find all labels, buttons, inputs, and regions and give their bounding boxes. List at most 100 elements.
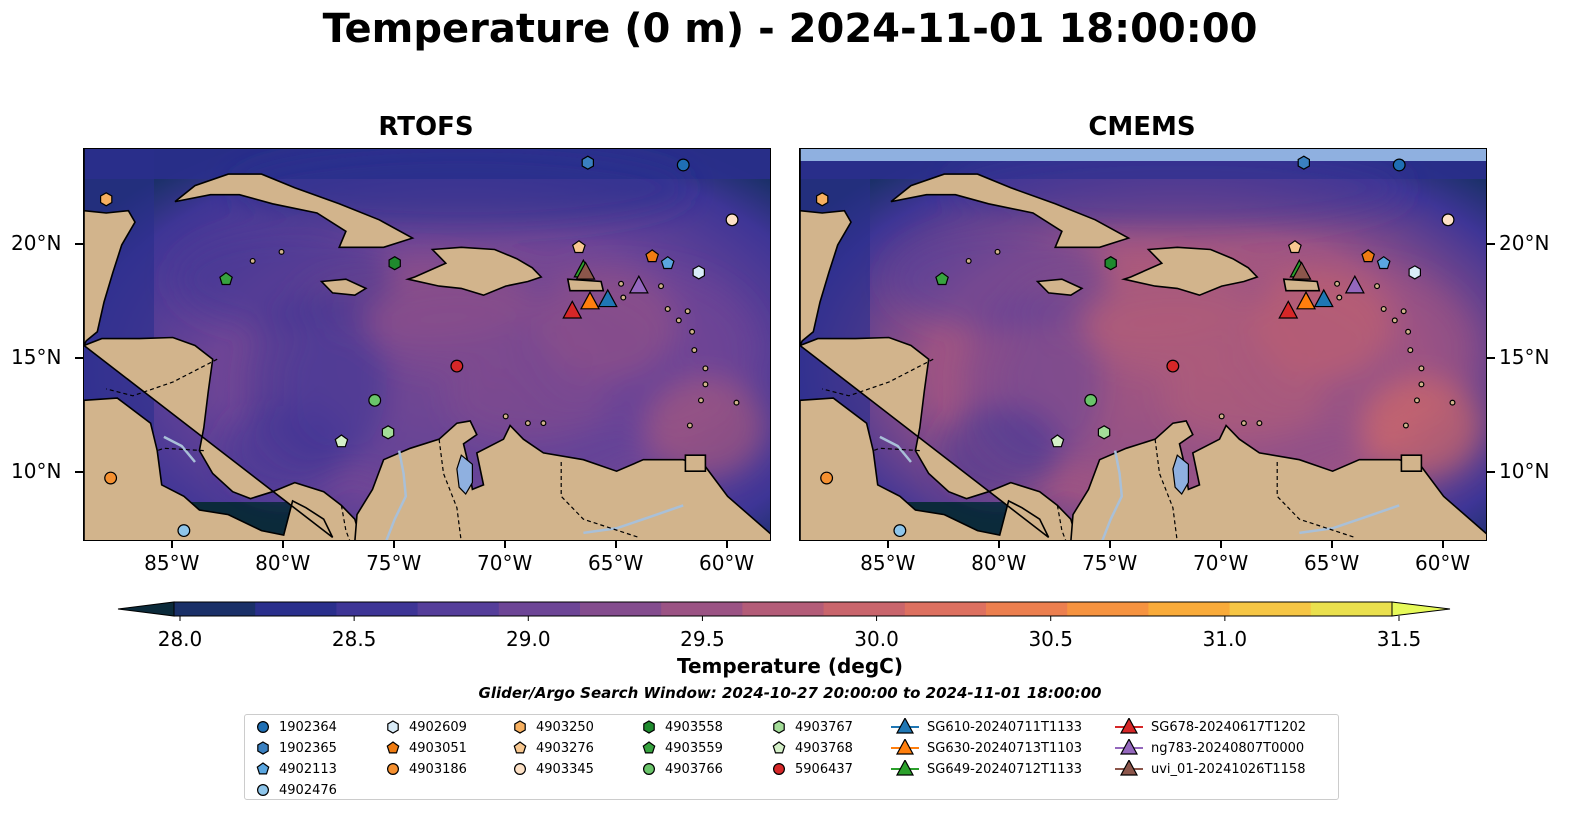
marker-4902113 [1376, 255, 1391, 270]
colorbar-segment [1148, 602, 1231, 616]
legend-marker-shape [643, 720, 655, 734]
legend-label: 4903186 [409, 761, 467, 777]
colorbar-tick-label: 28.0 [158, 627, 203, 651]
lon-tick-label: 80°W [255, 551, 311, 575]
lon-tick-mark [1108, 541, 1111, 548]
lon-tick-label: 70°W [1193, 551, 1249, 575]
lat-tick-label: 20°N [11, 230, 62, 255]
colorbar-tick-label: 29.5 [680, 627, 725, 651]
country-border [822, 358, 934, 397]
legend-marker-icon [256, 762, 270, 775]
legend-marker-shape [895, 760, 915, 776]
legend-marker-icon [386, 741, 400, 754]
legend-marker-icon [1115, 739, 1143, 755]
legend-item: 4902113 [255, 759, 337, 779]
legend-marker-shape [1119, 760, 1139, 776]
legend-marker-shape [773, 720, 785, 734]
legend-marker-shape [256, 783, 270, 797]
colorbar-extend-low [117, 601, 175, 617]
legend-marker-shape [256, 762, 270, 775]
figure-title: Temperature (0 m) - 2024-11-01 18:00:00 [322, 6, 1258, 52]
legend-item: 4903768 [771, 738, 853, 758]
colorbar-segment [904, 602, 987, 616]
colorbar-segment [1067, 602, 1149, 616]
small-island [1449, 399, 1456, 406]
legend-label: 4903250 [536, 719, 594, 735]
legend-marker-icon [513, 741, 527, 754]
small-island [689, 328, 696, 335]
small-island [502, 413, 509, 420]
river [1299, 504, 1400, 535]
legend-item: uvi_01-20241026T1158 [1115, 759, 1305, 779]
legend-item: 4903766 [641, 759, 723, 779]
river [163, 435, 196, 463]
marker-1902365 [1297, 155, 1310, 170]
legend-label: SG630-20240713T1103 [927, 740, 1083, 756]
marker-4902476 [893, 524, 907, 538]
small-island [686, 422, 693, 429]
legend-label: 4903276 [536, 740, 594, 756]
legend-marker-shape [513, 741, 527, 754]
river [879, 435, 912, 463]
legend-marker-icon [891, 739, 919, 755]
legend-label: 4902609 [409, 719, 467, 735]
lon-tick-mark [886, 541, 889, 548]
legend-marker-shape [387, 720, 399, 734]
colorbar: 28.0 28.5 29.0 29.5 30.0 30.5 31.0 31.5 [117, 601, 1451, 651]
marker-4903559 [935, 271, 949, 286]
marker-1902365 [581, 155, 594, 170]
small-island [618, 280, 625, 287]
colorbar-segment [174, 602, 256, 616]
marker-4903186 [104, 471, 118, 485]
colorbar-segment [255, 602, 337, 616]
small-island [1418, 381, 1425, 388]
small-island [733, 399, 740, 406]
trinidad-island [684, 454, 707, 472]
marker-4902609 [1408, 265, 1422, 280]
legend-label: SG678-20240617T1202 [1151, 719, 1307, 735]
colorbar-segment [336, 602, 419, 616]
legend-item: 1902364 [255, 717, 337, 737]
legend-label: 1902365 [279, 740, 337, 756]
lon-tick-mark [503, 541, 506, 548]
no-data-band [800, 149, 1486, 161]
marker-SG678-20240617T1202 [562, 300, 583, 319]
legend-marker-shape [513, 762, 527, 776]
country-border [1154, 439, 1178, 540]
lon-tick-mark [1219, 541, 1222, 548]
lat-tick-mark [1487, 242, 1495, 245]
colorbar-segment [823, 602, 906, 616]
marker-ng783-20240807T0000 [1344, 274, 1365, 294]
river [583, 504, 684, 535]
search-window-text: Glider/Argo Search Window: 2024-10-27 20… [478, 684, 1102, 702]
small-island [540, 420, 547, 427]
small-island [1413, 397, 1420, 404]
lat-tick-label: 15°N [11, 345, 62, 370]
small-island [1380, 305, 1387, 312]
marker-4903051 [645, 249, 660, 263]
marker-SG610-20240711T1133 [1313, 288, 1334, 308]
legend-marker-icon [773, 720, 785, 734]
cuba-island [174, 173, 415, 249]
legend: 1902364 1902365 4902113 4902476 4902609 49030… [244, 714, 1339, 800]
colorbar-segment [498, 602, 581, 616]
marker-4902476 [177, 524, 191, 538]
lat-tick-mark [1487, 471, 1495, 474]
country-border [1056, 505, 1067, 540]
lake-maracaibo [456, 454, 473, 495]
legend-marker-icon [772, 741, 786, 754]
colorbar-segment [986, 602, 1068, 616]
hispaniola-island [1120, 246, 1259, 297]
colorbar-tick-label: 30.5 [1028, 627, 1073, 651]
marker-uvi_01-20241026T1158 [1291, 261, 1312, 280]
small-island [1240, 420, 1247, 427]
country-border [340, 505, 351, 540]
lat-tick-mark [75, 242, 83, 245]
small-island [675, 317, 682, 324]
legend-label: 4903767 [795, 719, 853, 735]
cuba-island [890, 173, 1131, 249]
legend-marker-icon [642, 741, 656, 754]
small-island [1418, 365, 1425, 372]
small-island [1334, 280, 1341, 287]
legend-label: 4903345 [536, 761, 594, 777]
